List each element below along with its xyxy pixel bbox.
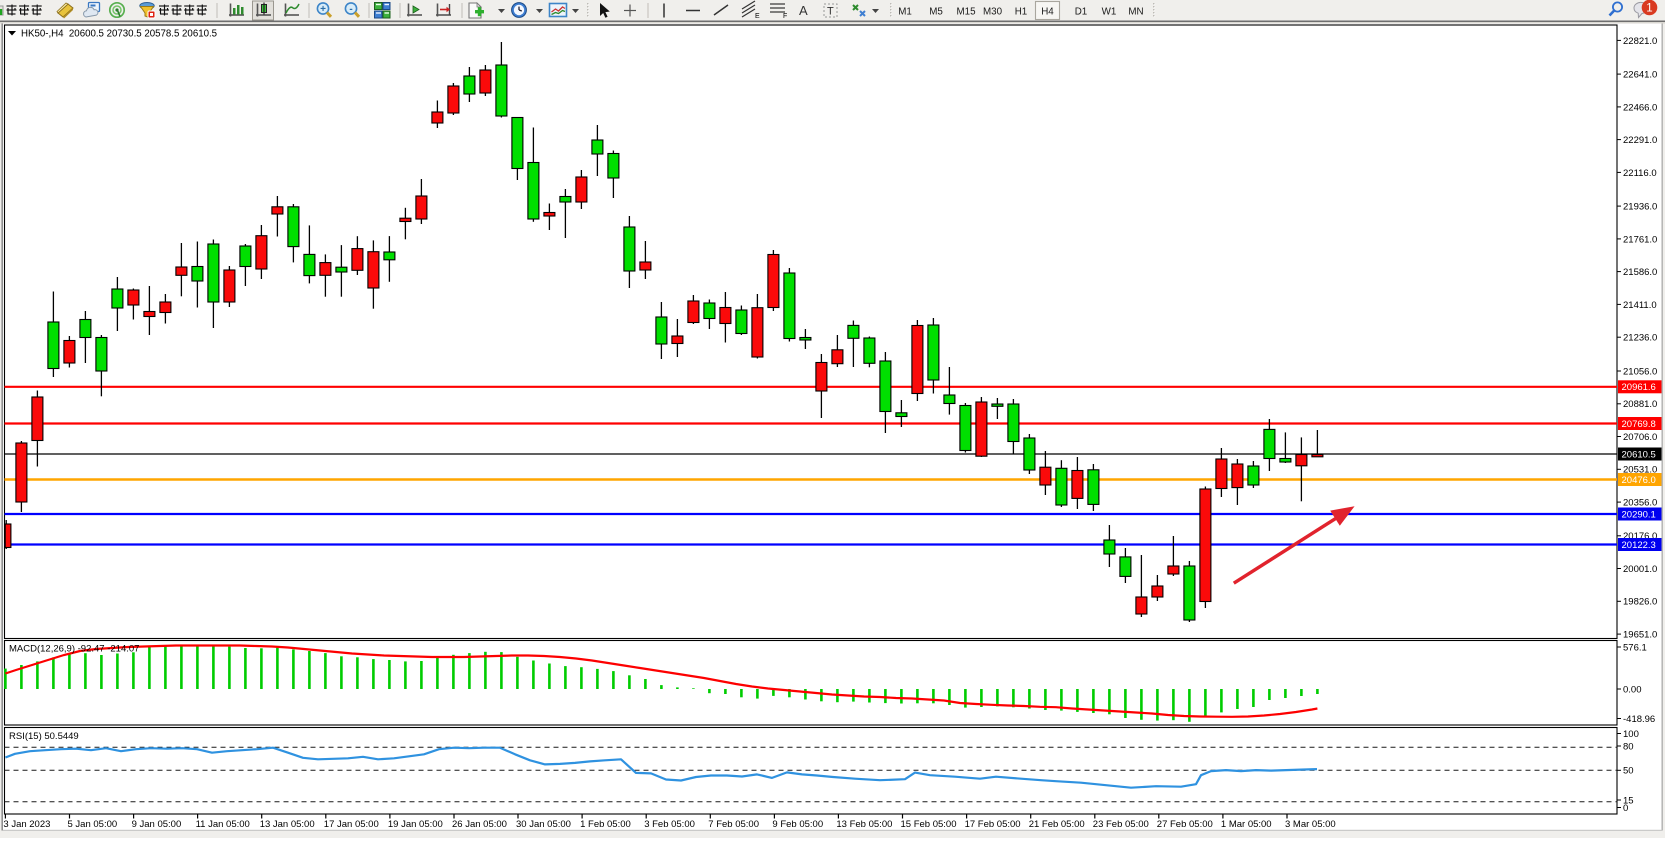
svg-text:19651.0: 19651.0 (1623, 630, 1657, 641)
svg-text:30 Jan 05:00: 30 Jan 05:00 (516, 819, 571, 830)
svg-text:21056.0: 21056.0 (1623, 366, 1657, 377)
svg-text:80: 80 (1623, 741, 1634, 752)
svg-text:RSI(15) 50.5449: RSI(15) 50.5449 (9, 731, 79, 742)
svg-text:MN: MN (1128, 7, 1143, 18)
svg-text:0: 0 (1623, 803, 1628, 814)
svg-text:22116.0: 22116.0 (1623, 168, 1657, 179)
svg-text:19 Jan 05:00: 19 Jan 05:00 (388, 819, 443, 830)
svg-text:21586.0: 21586.0 (1623, 267, 1657, 278)
svg-text:21 Feb 05:00: 21 Feb 05:00 (1029, 819, 1085, 830)
svg-text:D1: D1 (1075, 7, 1088, 18)
svg-text:20001.0: 20001.0 (1623, 564, 1657, 575)
svg-text:9 Jan 05:00: 9 Jan 05:00 (132, 819, 182, 830)
svg-text:576.1: 576.1 (1623, 642, 1647, 653)
svg-text:22291.0: 22291.0 (1623, 135, 1657, 146)
svg-text:3 Feb 05:00: 3 Feb 05:00 (644, 819, 695, 830)
svg-text:22466.0: 22466.0 (1623, 102, 1657, 113)
svg-text:E: E (755, 13, 760, 20)
svg-text:F: F (783, 13, 787, 20)
svg-text:H4: H4 (1041, 7, 1054, 18)
svg-text:T: T (827, 6, 834, 18)
svg-text:HK50-,H4 20600.5 20730.5 2057: HK50-,H4 20600.5 20730.5 20578.5 20610.5 (21, 29, 217, 40)
svg-text:21936.0: 21936.0 (1623, 202, 1657, 213)
svg-text:20122.3: 20122.3 (1622, 540, 1656, 551)
svg-text:15: 15 (1623, 795, 1634, 806)
svg-text:9 Feb 05:00: 9 Feb 05:00 (772, 819, 823, 830)
svg-text:20881.0: 20881.0 (1623, 399, 1657, 410)
svg-text:W1: W1 (1102, 7, 1117, 18)
svg-text:19826.0: 19826.0 (1623, 597, 1657, 608)
svg-text:13 Feb 05:00: 13 Feb 05:00 (836, 819, 892, 830)
svg-text:13 Jan 05:00: 13 Jan 05:00 (260, 819, 315, 830)
svg-text:17 Feb 05:00: 17 Feb 05:00 (965, 819, 1021, 830)
svg-text:22821.0: 22821.0 (1623, 36, 1657, 47)
svg-text:1: 1 (1646, 3, 1652, 15)
svg-text:1 Mar 05:00: 1 Mar 05:00 (1221, 819, 1272, 830)
svg-text:20531.0: 20531.0 (1623, 465, 1657, 476)
svg-text:20176.0: 20176.0 (1623, 531, 1657, 542)
svg-text:1 Feb 05:00: 1 Feb 05:00 (580, 819, 631, 830)
svg-text:0.00: 0.00 (1623, 684, 1642, 695)
svg-text:20769.8: 20769.8 (1622, 419, 1656, 430)
svg-text:20476.0: 20476.0 (1622, 475, 1656, 486)
svg-text:M5: M5 (929, 7, 943, 18)
svg-text:M15: M15 (956, 7, 976, 18)
svg-text:3 Mar 05:00: 3 Mar 05:00 (1285, 819, 1336, 830)
svg-text:-418.96: -418.96 (1623, 714, 1655, 725)
svg-text:20290.1: 20290.1 (1622, 509, 1656, 520)
svg-text:21761.0: 21761.0 (1623, 234, 1657, 245)
svg-text:-: - (349, 4, 352, 15)
svg-text:22641.0: 22641.0 (1623, 70, 1657, 81)
svg-text:A: A (799, 3, 808, 18)
svg-text:M1: M1 (898, 7, 912, 18)
svg-text:20610.5: 20610.5 (1622, 449, 1656, 460)
svg-text:27 Feb 05:00: 27 Feb 05:00 (1157, 819, 1213, 830)
svg-text:21236.0: 21236.0 (1623, 333, 1657, 344)
svg-text:MACD(12,26,9) -92.47 -214.07: MACD(12,26,9) -92.47 -214.07 (9, 644, 139, 655)
svg-text:M30: M30 (983, 7, 1003, 18)
svg-text:100: 100 (1623, 729, 1639, 740)
svg-text:15 Feb 05:00: 15 Feb 05:00 (901, 819, 957, 830)
svg-text:3 Jan 2023: 3 Jan 2023 (3, 819, 50, 830)
svg-text:11 Jan 05:00: 11 Jan 05:00 (196, 819, 250, 830)
svg-text:23 Feb 05:00: 23 Feb 05:00 (1093, 819, 1149, 830)
svg-text:5 Jan 05:00: 5 Jan 05:00 (68, 819, 118, 830)
svg-text:20356.0: 20356.0 (1623, 498, 1657, 509)
svg-text:20961.6: 20961.6 (1622, 382, 1656, 393)
svg-text:50: 50 (1623, 766, 1634, 777)
svg-text:20706.0: 20706.0 (1623, 432, 1657, 443)
svg-text:21411.0: 21411.0 (1623, 300, 1657, 311)
svg-text:H1: H1 (1015, 7, 1028, 18)
svg-text:7 Feb 05:00: 7 Feb 05:00 (708, 819, 759, 830)
svg-text:17 Jan 05:00: 17 Jan 05:00 (324, 819, 379, 830)
svg-text:26 Jan 05:00: 26 Jan 05:00 (452, 819, 507, 830)
svg-text:+: + (320, 4, 326, 15)
